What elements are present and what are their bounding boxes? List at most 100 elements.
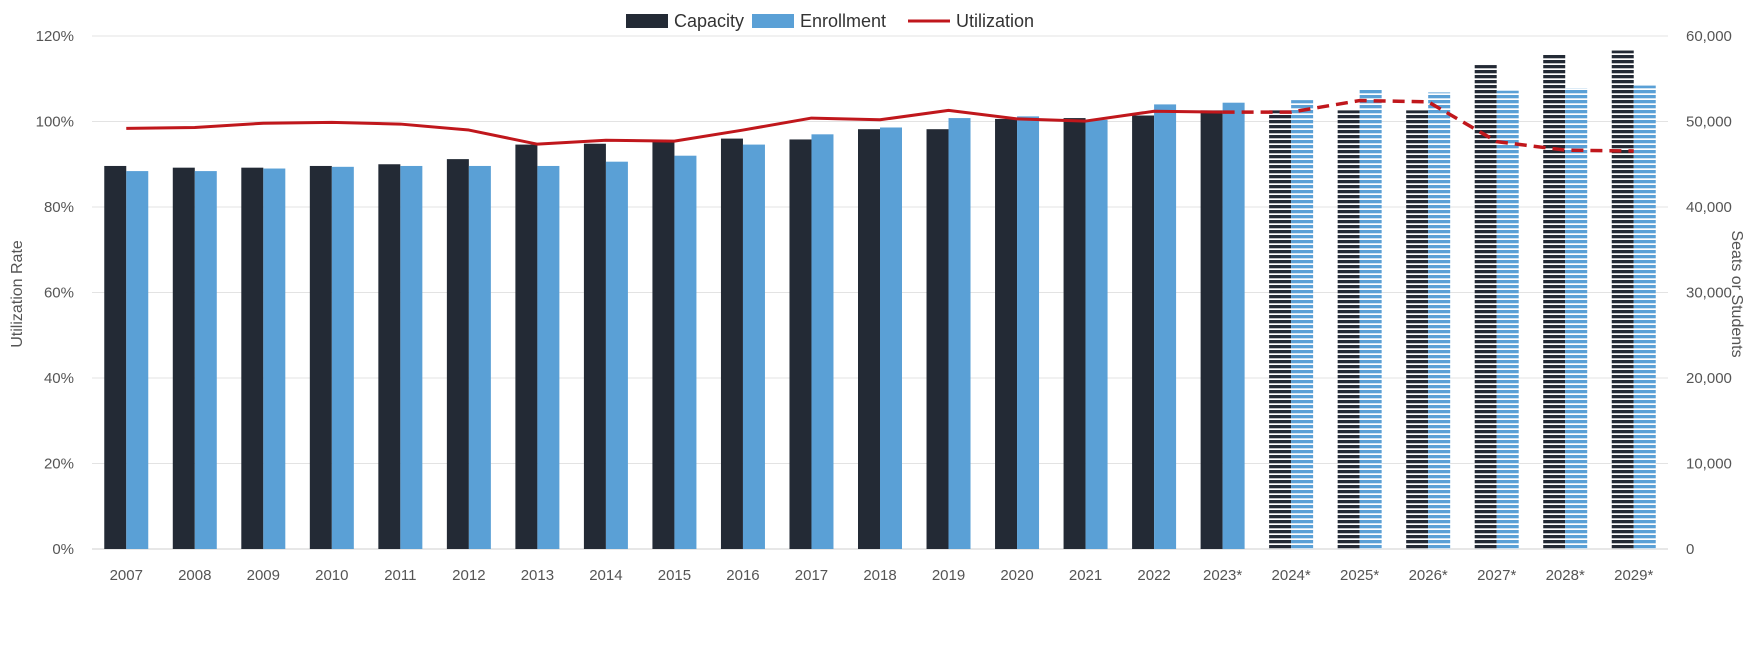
bar-capacity	[1269, 110, 1292, 549]
bar-capacity	[583, 143, 606, 550]
x-tick-label: 2008	[178, 567, 211, 584]
x-tick-label: 2018	[863, 567, 896, 584]
bar-capacity	[1406, 110, 1429, 549]
legend-label-utilization: Utilization	[956, 11, 1034, 31]
x-tick-label: 2022	[1137, 567, 1170, 584]
bar-enrollment	[400, 165, 423, 549]
bar-enrollment	[194, 171, 217, 549]
bar-capacity	[995, 118, 1018, 549]
bar-enrollment	[948, 118, 971, 549]
legend: Capacity Enrollment Utilization	[626, 11, 1034, 31]
right-axis-ticks: 0 10,000 20,000 30,000 40,000 50,000 60,000	[1686, 28, 1732, 558]
bar-capacity	[378, 164, 401, 549]
bar-enrollment	[674, 155, 697, 549]
x-tick-label: 2020	[1000, 567, 1033, 584]
left-tick-label: 100%	[36, 114, 74, 131]
bar-capacity	[720, 138, 743, 549]
legend-label-capacity: Capacity	[674, 11, 744, 31]
x-tick-label: 2017	[795, 567, 828, 584]
bar-capacity	[789, 139, 812, 549]
x-axis-ticks: 2007 2008 2009 2010 2011 2012 2013 2014 2015 2016…	[110, 567, 1654, 584]
x-tick-label: 2024*	[1272, 567, 1311, 584]
bar-enrollment	[1428, 92, 1451, 550]
bar-enrollment	[1222, 102, 1245, 549]
right-axis-title: Seats or Students	[1728, 230, 1745, 357]
x-tick-label: 2013	[521, 567, 554, 584]
legend-swatch-enrollment	[752, 14, 794, 28]
x-tick-label: 2026*	[1409, 567, 1448, 584]
bar-enrollment	[1565, 88, 1588, 549]
bar-capacity	[241, 167, 264, 550]
utilization-line	[126, 98, 1634, 153]
x-tick-label: 2009	[247, 567, 280, 584]
bar-enrollment	[126, 171, 149, 549]
bar-enrollment	[1085, 119, 1108, 549]
x-tick-label: 2029*	[1614, 567, 1653, 584]
bar-enrollment	[263, 168, 286, 549]
bar-enrollment	[1291, 100, 1314, 549]
bar-capacity	[515, 144, 538, 549]
bar-enrollment	[1017, 116, 1040, 550]
bar-capacity	[1337, 110, 1360, 549]
x-tick-label: 2010	[315, 567, 348, 584]
left-tick-label: 120%	[36, 28, 74, 45]
bar-enrollment	[742, 144, 765, 549]
bar-capacity	[446, 159, 469, 549]
bar-capacity	[1611, 50, 1634, 549]
bar-capacity	[652, 141, 675, 550]
right-tick-label: 0	[1686, 541, 1694, 558]
bar-capacity	[309, 165, 332, 549]
right-tick-label: 40,000	[1686, 199, 1732, 216]
x-tick-label: 2011	[384, 567, 416, 584]
left-tick-label: 40%	[44, 370, 74, 387]
utilization-line-actual	[126, 108, 1223, 146]
bar-capacity	[104, 165, 127, 549]
right-tick-label: 60,000	[1686, 28, 1732, 45]
bar-capacity	[172, 167, 195, 550]
x-tick-label: 2014	[589, 567, 622, 584]
x-tick-label: 2016	[726, 567, 759, 584]
left-axis-ticks: 0% 20% 40% 60% 80% 100% 120%	[36, 28, 74, 558]
x-tick-label: 2025*	[1340, 567, 1379, 584]
bar-capacity	[1132, 115, 1155, 549]
utilization-line-projected	[1222, 98, 1634, 153]
x-tick-label: 2023*	[1203, 567, 1242, 584]
right-tick-label: 10,000	[1686, 456, 1732, 473]
left-tick-label: 60%	[44, 285, 74, 302]
bar-capacity	[1543, 54, 1566, 550]
x-tick-label: 2015	[658, 567, 691, 584]
bar-capacity	[858, 129, 880, 549]
left-tick-label: 20%	[44, 456, 74, 473]
bar-enrollment	[537, 165, 560, 549]
bar-capacity	[926, 129, 949, 549]
right-tick-label: 30,000	[1686, 285, 1732, 302]
left-tick-label: 0%	[52, 541, 74, 558]
bar-enrollment	[331, 166, 354, 549]
x-tick-label: 2027*	[1477, 567, 1516, 584]
x-tick-label: 2019	[932, 567, 965, 584]
legend-swatch-capacity	[626, 14, 668, 28]
bar-capacity	[1063, 118, 1086, 549]
axes: 0% 20% 40% 60% 80% 100% 120% 0 10,000 20,000 30,0…	[9, 28, 1745, 584]
bar-enrollment	[1633, 85, 1656, 549]
right-tick-label: 50,000	[1686, 114, 1732, 131]
bar-capacity	[1200, 110, 1223, 549]
bars	[104, 50, 1656, 550]
bar-enrollment	[811, 134, 834, 549]
bar-enrollment	[468, 165, 491, 549]
bar-enrollment	[880, 127, 902, 550]
left-tick-label: 80%	[44, 199, 74, 216]
x-tick-label: 2028*	[1546, 567, 1585, 584]
bar-enrollment	[605, 161, 628, 549]
x-tick-label: 2007	[110, 567, 143, 584]
x-tick-label: 2012	[452, 567, 485, 584]
right-tick-label: 20,000	[1686, 370, 1732, 387]
bar-enrollment	[1359, 89, 1382, 550]
left-axis-title: Utilization Rate	[9, 240, 26, 348]
bar-capacity	[1474, 65, 1497, 549]
legend-label-enrollment: Enrollment	[800, 11, 886, 31]
bar-enrollment	[1154, 104, 1177, 550]
bar-enrollment	[1496, 90, 1519, 549]
